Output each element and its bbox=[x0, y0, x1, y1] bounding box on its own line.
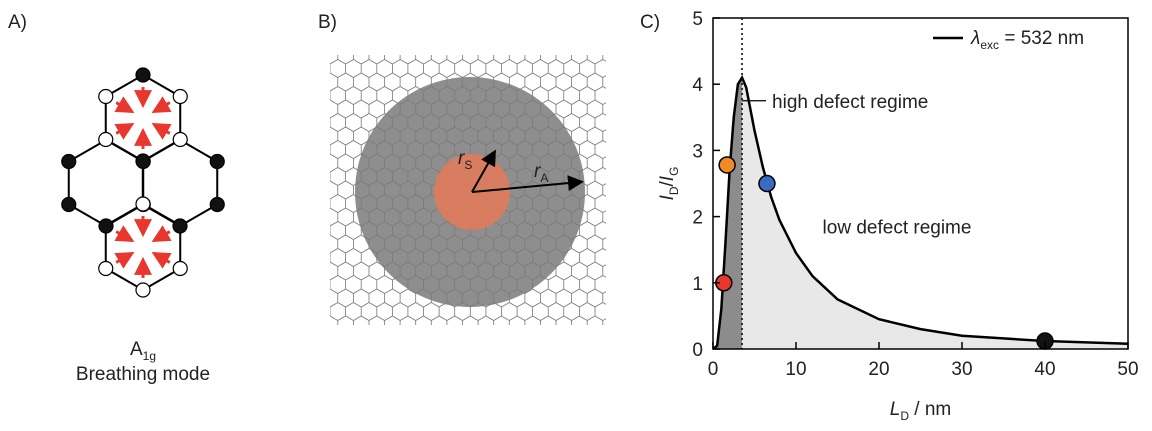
atom bbox=[99, 90, 113, 104]
atom bbox=[173, 133, 187, 147]
x-tick-label: 50 bbox=[1117, 359, 1138, 380]
atom bbox=[136, 68, 150, 82]
label-part: G bbox=[667, 167, 681, 176]
displacement-arrow bbox=[116, 124, 132, 133]
atom bbox=[136, 283, 150, 297]
area-low-defect bbox=[713, 78, 1128, 349]
atom bbox=[99, 133, 113, 147]
y-tick-label: 1 bbox=[692, 274, 703, 295]
panel-b: B) rS rA bbox=[307, 12, 673, 375]
ring bbox=[69, 140, 143, 226]
atom bbox=[173, 90, 187, 104]
legend-label: λexc = 532 nm bbox=[970, 28, 1084, 52]
figure: A) A1g Breathing mode B) rS rA C) 010203… bbox=[0, 0, 1152, 431]
y-axis-label: ID/IG bbox=[657, 167, 681, 201]
y-tick-label: 2 bbox=[692, 208, 703, 229]
point bbox=[719, 157, 735, 173]
atom bbox=[136, 197, 150, 211]
atom bbox=[62, 155, 76, 169]
y-tick-label: 4 bbox=[692, 75, 703, 96]
point bbox=[759, 176, 775, 192]
label-part: / nm bbox=[909, 399, 951, 420]
panel-label: B) bbox=[318, 12, 337, 33]
ra-sub: A bbox=[540, 171, 548, 185]
label-part: L bbox=[890, 399, 901, 420]
annotation: high defect regime bbox=[772, 92, 928, 113]
mode-name: Breathing mode bbox=[76, 364, 210, 385]
mode-symbol-main: A bbox=[130, 339, 143, 360]
mode-subscript: 1g bbox=[143, 349, 156, 363]
displacement-arrow bbox=[154, 232, 170, 241]
panel-a: A) A1g Breathing mode bbox=[8, 12, 224, 385]
label-part: D bbox=[667, 186, 681, 195]
y-tick-label: 3 bbox=[692, 141, 703, 162]
atom bbox=[99, 219, 113, 233]
displacement-arrow bbox=[154, 253, 170, 262]
x-tick-label: 10 bbox=[785, 359, 806, 380]
label-part: = 532 nm bbox=[999, 28, 1084, 49]
panel-label: C) bbox=[640, 12, 660, 33]
atom bbox=[62, 198, 76, 212]
displacement-arrow bbox=[116, 103, 132, 112]
x-tick-label: 40 bbox=[1034, 359, 1055, 380]
atom bbox=[210, 198, 224, 212]
label-part: exc bbox=[980, 38, 999, 52]
rs-sub: S bbox=[464, 158, 472, 172]
panel-label: A) bbox=[8, 12, 27, 33]
atom bbox=[173, 219, 187, 233]
mode-symbol: A1g bbox=[130, 339, 156, 363]
displacement-arrow bbox=[116, 232, 132, 241]
annotation: low defect regime bbox=[823, 218, 972, 239]
atom bbox=[99, 262, 113, 276]
displacement-arrow bbox=[154, 124, 170, 133]
label-part: λ bbox=[970, 28, 980, 49]
atom bbox=[136, 155, 150, 169]
displacement-arrow bbox=[116, 253, 132, 262]
x-tick-label: 20 bbox=[868, 359, 889, 380]
y-tick-label: 0 bbox=[692, 340, 703, 361]
y-tick-label: 5 bbox=[692, 9, 703, 30]
x-tick-label: 0 bbox=[708, 359, 719, 380]
label-part: D bbox=[900, 409, 909, 423]
displacement-arrow bbox=[154, 103, 170, 112]
x-axis-label: LD / nm bbox=[890, 399, 951, 423]
atom bbox=[173, 262, 187, 276]
x-tick-label: 30 bbox=[951, 359, 972, 380]
atom bbox=[210, 155, 224, 169]
ring bbox=[143, 140, 217, 226]
